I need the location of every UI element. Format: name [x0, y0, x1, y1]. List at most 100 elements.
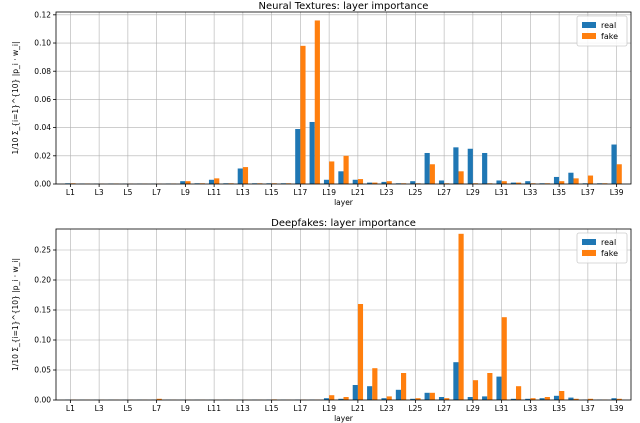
x-tick-label: L33 — [524, 404, 538, 413]
bar-real-L26 — [424, 392, 430, 400]
bar-fake-L33 — [530, 398, 536, 400]
bar-real-L18 — [309, 121, 315, 184]
bar-fake-L9 — [185, 181, 191, 184]
bar-real-L21 — [352, 385, 358, 400]
bar-fake-L21 — [357, 179, 364, 184]
bar-real-L25 — [410, 398, 416, 400]
x-tick-label: L31 — [495, 188, 509, 197]
x-tick-label: L19 — [322, 404, 336, 413]
bar-fake-L29 — [472, 380, 479, 400]
y-tick-label: 0.08 — [34, 67, 51, 76]
x-tick-label: L25 — [409, 404, 423, 413]
bar-fake-L21 — [357, 304, 364, 400]
x-tick-label: L3 — [95, 404, 104, 413]
bar-fake-L32 — [516, 182, 522, 184]
y-tick-label: 0.05 — [34, 366, 51, 375]
x-tick-label: L21 — [351, 404, 365, 413]
bar-real-L28 — [453, 362, 459, 400]
bar-real-L36 — [568, 172, 574, 184]
legend-swatch-real — [582, 22, 596, 28]
bar-fake-L23 — [386, 396, 392, 400]
bar-fake-L31 — [501, 181, 507, 184]
x-tick-label: L11 — [207, 188, 221, 197]
y-tick-label: 0.10 — [34, 39, 51, 48]
bar-fake-L39 — [616, 164, 622, 184]
bar-fake-L26 — [429, 164, 435, 184]
x-tick-label: L11 — [207, 404, 221, 413]
bar-real-L27 — [438, 397, 445, 400]
y-tick-label: 0.15 — [34, 306, 51, 315]
chart-panel-0: L1 L3 L5 L7 L9 L11 L13 L15 L17 L19 L21 L23 L25 L27 L29… — [11, 1, 632, 207]
y-tick-label: 0.20 — [34, 276, 51, 285]
x-tick-label: L3 — [95, 188, 104, 197]
chart-title: Neural Textures: layer importance — [259, 1, 429, 12]
bar-real-L33 — [525, 398, 531, 400]
bar-real-L32 — [510, 398, 516, 400]
x-tick-label: L35 — [552, 188, 566, 197]
bar-fake-L27 — [444, 398, 450, 400]
bar-real-L20 — [338, 398, 344, 400]
x-tick-label: L15 — [265, 188, 279, 197]
bar-fake-L34 — [544, 397, 550, 400]
bar-real-L28 — [453, 147, 459, 184]
bar-real-L22 — [367, 182, 373, 184]
bar-real-L24 — [395, 389, 401, 400]
bar-real-L35 — [553, 176, 560, 184]
chart-panel-1: L1 L3 L5 L7 L9 L11 L13 L15 L17 L19 L21 L23 L25 L27 L29… — [11, 218, 632, 423]
bar-real-L39 — [611, 144, 617, 184]
bar-real-L23 — [381, 181, 387, 184]
x-tick-label: L25 — [409, 188, 423, 197]
legend-label-real: real — [601, 21, 616, 30]
legend-swatch-fake — [582, 33, 596, 39]
bar-real-L26 — [424, 152, 430, 184]
bar-fake-L28 — [458, 171, 464, 184]
bar-real-L19 — [323, 179, 330, 184]
bar-real-L19 — [323, 398, 330, 400]
y-tick-label: 0.02 — [34, 151, 51, 160]
plot-frame — [55, 228, 632, 401]
y-tick-label: 0.06 — [34, 95, 51, 104]
x-tick-label: L27 — [437, 188, 451, 197]
bar-fake-L24 — [401, 373, 407, 400]
bar-fake-L11 — [214, 178, 220, 184]
bar-real-L29 — [467, 397, 473, 400]
bar-fake-L22 — [372, 182, 378, 184]
x-tick-label: L1 — [66, 404, 75, 413]
plot-frame — [55, 11, 632, 185]
x-tick-label: L29 — [466, 404, 480, 413]
bar-real-L22 — [367, 386, 373, 400]
x-tick-label: L17 — [294, 188, 308, 197]
y-tick-label: 0.10 — [34, 336, 51, 345]
y-tick-label: 0.00 — [34, 396, 51, 405]
bar-fake-L17 — [300, 45, 306, 185]
x-tick-label: L27 — [437, 404, 451, 413]
legend-label-real: real — [601, 238, 616, 247]
x-tick-label: L39 — [610, 404, 624, 413]
legend-swatch-fake — [582, 250, 596, 256]
chart-title: Deepfakes: layer importance — [271, 218, 416, 229]
x-tick-label: L39 — [610, 188, 624, 197]
x-tick-label: L5 — [123, 404, 132, 413]
x-tick-label: L7 — [152, 188, 161, 197]
bar-real-L36 — [568, 397, 574, 400]
bar-fake-L18 — [314, 20, 320, 185]
x-tick-label: L19 — [322, 188, 336, 197]
legend-label-fake: fake — [601, 249, 618, 258]
bar-real-L20 — [338, 171, 344, 184]
bar-fake-L28 — [458, 233, 464, 400]
x-tick-label: L17 — [294, 404, 308, 413]
bar-fake-L31 — [501, 317, 507, 400]
x-tick-label: L7 — [152, 404, 161, 413]
bar-real-L30 — [482, 396, 488, 400]
y-tick-label: 0.25 — [34, 246, 51, 255]
bar-real-L11 — [208, 179, 215, 184]
bar-fake-L20 — [343, 155, 349, 184]
x-tick-label: L37 — [581, 404, 595, 413]
bar-real-L21 — [352, 179, 358, 184]
bar-real-L13 — [237, 168, 243, 184]
y-tick-label: 0.04 — [34, 123, 51, 132]
bar-fake-L35 — [559, 391, 565, 400]
bar-real-L31 — [496, 376, 502, 400]
bar-fake-L22 — [372, 368, 378, 400]
